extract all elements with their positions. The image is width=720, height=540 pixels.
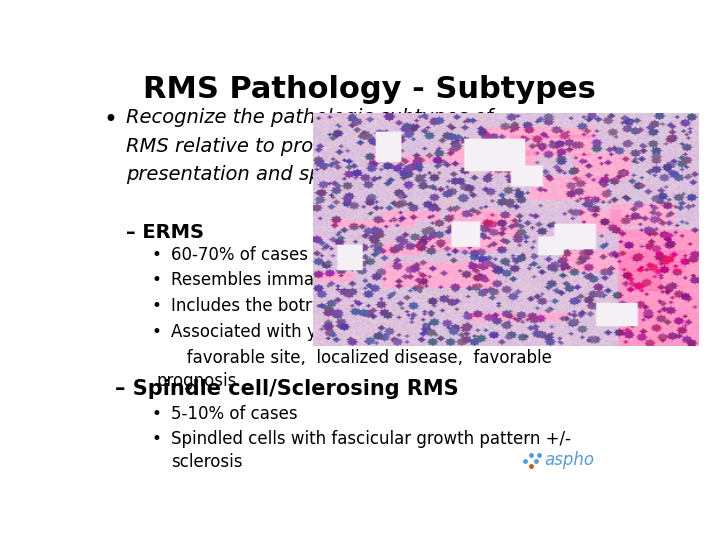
Text: Spindled cells with fascicular growth pattern +/-: Spindled cells with fascicular growth pa… — [171, 430, 571, 448]
Text: aspho: aspho — [545, 451, 595, 469]
Text: •: • — [151, 404, 161, 422]
Text: sclerosis: sclerosis — [171, 453, 243, 471]
Text: 5-10% of cases: 5-10% of cases — [171, 404, 297, 422]
Text: RMS relative to prognosis and patterns of: RMS relative to prognosis and patterns o… — [126, 137, 532, 156]
Text: Resembles immature muscle: Resembles immature muscle — [171, 272, 413, 289]
Text: favorable site,  localized disease,  favorable: favorable site, localized disease, favor… — [171, 349, 552, 367]
Text: •: • — [151, 246, 161, 264]
Text: •: • — [151, 430, 161, 448]
Text: Recognize the pathologic subtypes of: Recognize the pathologic subtypes of — [126, 109, 493, 127]
Text: – ERMS: – ERMS — [126, 223, 204, 242]
Text: – Spindle cell/Sclerosing RMS: – Spindle cell/Sclerosing RMS — [115, 379, 459, 399]
Text: 60-70% of cases: 60-70% of cases — [171, 246, 308, 264]
Text: presentation and spread: presentation and spread — [126, 165, 366, 184]
Text: Associated with younger age,: Associated with younger age, — [171, 323, 417, 341]
Text: •: • — [151, 272, 161, 289]
Text: RMS Pathology - Subtypes: RMS Pathology - Subtypes — [143, 75, 595, 104]
Text: Includes the botryoid pattern: Includes the botryoid pattern — [171, 297, 413, 315]
Text: •: • — [104, 109, 118, 132]
Text: •: • — [151, 323, 161, 341]
Text: prognosis: prognosis — [157, 373, 238, 390]
Text: •: • — [151, 297, 161, 315]
